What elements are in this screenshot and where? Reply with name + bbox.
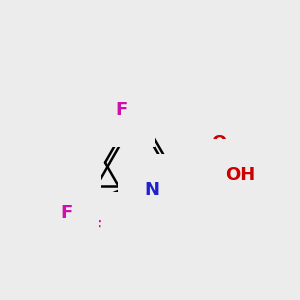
Text: F: F xyxy=(89,219,101,237)
Text: F: F xyxy=(115,101,128,119)
Text: F: F xyxy=(60,204,72,222)
Text: N: N xyxy=(145,181,160,199)
Text: OH: OH xyxy=(225,166,255,184)
Text: F: F xyxy=(62,180,74,198)
Text: O: O xyxy=(212,134,226,152)
